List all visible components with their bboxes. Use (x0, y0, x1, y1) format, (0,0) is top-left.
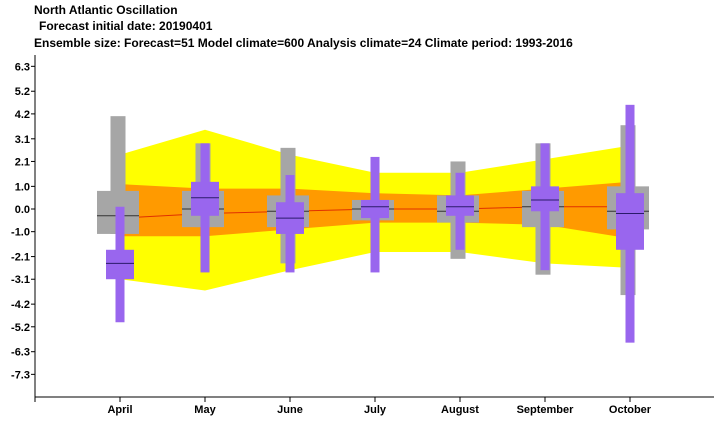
chart-title: North Atlantic Oscillation (34, 3, 178, 17)
y-tick-label: -3.1 (11, 274, 30, 286)
y-tick-label: 2.1 (15, 156, 30, 168)
y-tick-label: -5.2 (11, 322, 30, 334)
forecast-initial-date: Forecast initial date: 20190401 (39, 19, 213, 33)
forecast-iqr (361, 199, 389, 219)
y-tick-label: 1.0 (15, 181, 30, 193)
y-tick-label: 6.3 (15, 61, 30, 73)
forecast-iqr (616, 193, 644, 250)
forecast-iqr (191, 181, 219, 216)
y-tick-label: -7.3 (11, 369, 30, 381)
forecast-iqr (531, 186, 559, 212)
box-plots (97, 104, 649, 343)
x-tick-label: July (364, 404, 387, 416)
forecast-box-september (531, 143, 559, 271)
y-tick-label: -6.3 (11, 347, 30, 359)
x-tick-label: April (107, 404, 132, 416)
x-tick-label: May (194, 404, 216, 416)
forecast-box-april (106, 206, 134, 323)
x-tick-label: June (277, 404, 303, 416)
forecast-box-october (616, 104, 644, 343)
y-tick-label: -1.0 (11, 227, 30, 239)
y-tick-label: 5.2 (15, 86, 30, 98)
x-tick-label: October (609, 404, 652, 416)
y-tick-label: 3.1 (15, 134, 30, 146)
axes: 6.3 5.2 4.2 3.1 2.1 1.0 0.0 -1.0 -2.1 -3.1 -4.2 -5.… (11, 55, 714, 416)
ensemble-info: Ensemble size: Forecast=51 Model climate… (34, 36, 573, 50)
x-tick-label: September (517, 404, 575, 416)
forecast-box-july (361, 156, 389, 273)
y-tick-label: -2.1 (11, 252, 30, 264)
x-tick-label: August (441, 404, 479, 416)
forecast-iqr (446, 195, 474, 216)
forecast-box-august (446, 172, 474, 250)
forecast-box-june (276, 175, 304, 273)
forecast-box-may (191, 143, 219, 273)
forecast-iqr (106, 249, 134, 280)
y-tick-label: 0.0 (15, 204, 30, 216)
y-tick-label: -4.2 (11, 299, 30, 311)
y-tick-label: 4.2 (15, 109, 30, 121)
